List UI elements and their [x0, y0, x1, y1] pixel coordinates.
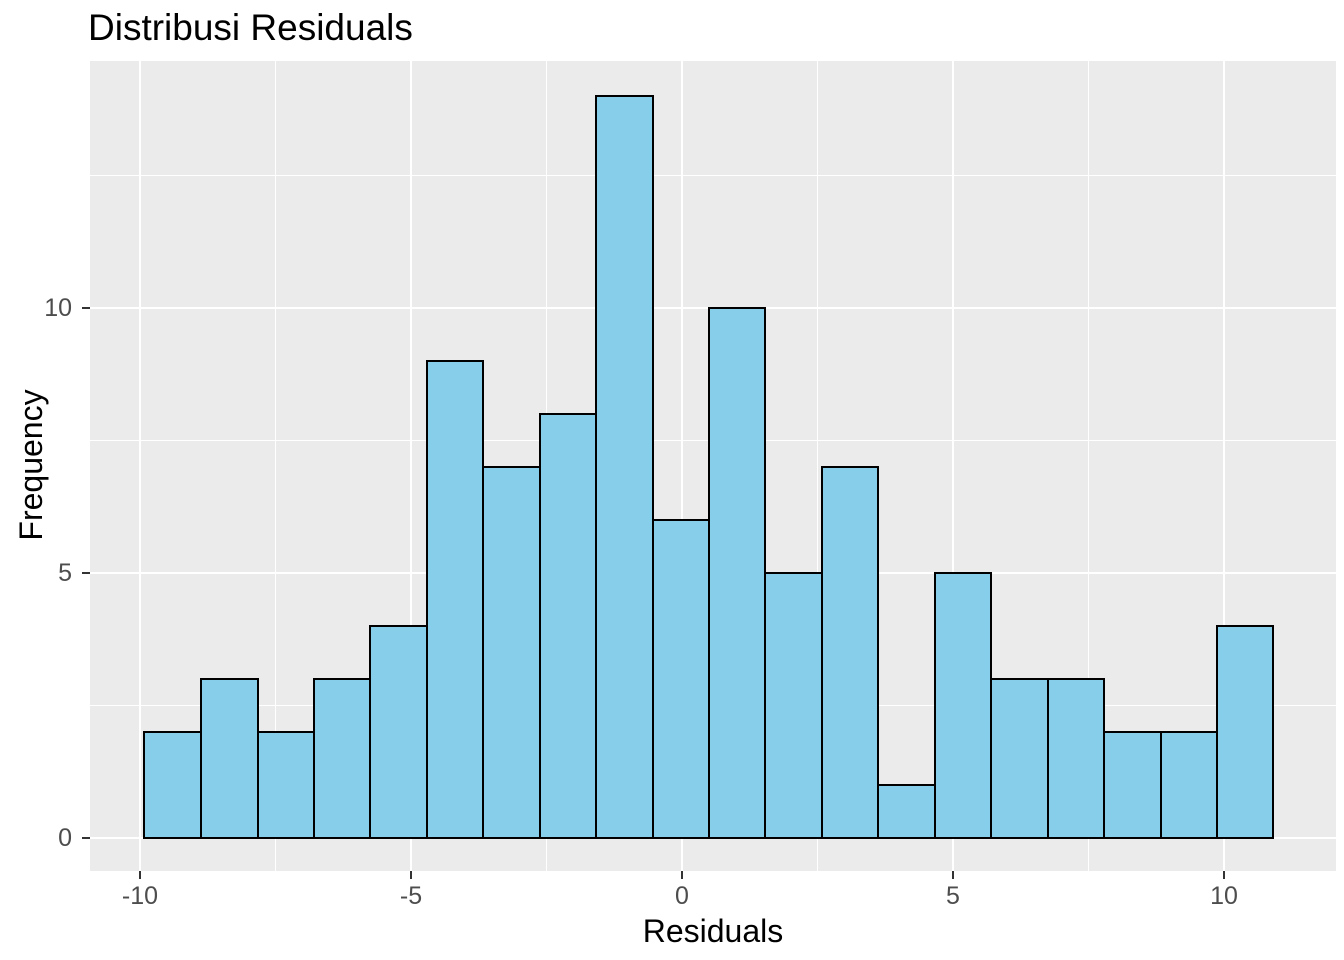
histogram-bar [482, 466, 541, 839]
chart-title: Distribusi Residuals [88, 7, 413, 48]
gridline-minor-vertical [275, 61, 276, 871]
x-tick-label: -5 [399, 882, 423, 910]
gridline-major-vertical [1223, 61, 1225, 871]
gridline-major-vertical [410, 61, 412, 871]
x-axis-tick [410, 871, 412, 879]
histogram-bar [595, 95, 654, 839]
gridline-major-vertical [139, 61, 141, 871]
histogram-bar [256, 731, 315, 839]
histogram-bar [1046, 678, 1106, 839]
x-tick-label: 0 [675, 882, 689, 910]
histogram-bar [1159, 731, 1218, 839]
gridline-minor-horizontal [90, 175, 1336, 176]
x-axis-tick [1223, 871, 1225, 879]
gridline-major-vertical [952, 61, 954, 871]
gridline-minor-vertical [817, 61, 818, 871]
x-axis-tick [681, 871, 683, 879]
y-axis-tick [82, 572, 90, 574]
histogram-bar [1103, 731, 1162, 839]
histogram-bar [425, 360, 485, 839]
histogram-bar [538, 413, 598, 839]
gridline-minor-vertical [1088, 61, 1089, 871]
x-tick-label: -10 [121, 882, 159, 910]
histogram-bar [708, 307, 767, 839]
histogram-bar [200, 678, 259, 839]
histogram-bar [651, 519, 711, 839]
plot-panel [90, 61, 1336, 871]
x-axis-tick [139, 871, 141, 879]
y-axis-tick [82, 837, 90, 839]
histogram-bar [990, 678, 1049, 839]
gridline-major-vertical [681, 61, 683, 871]
x-tick-label: 5 [946, 882, 960, 910]
histogram-bar [877, 784, 937, 839]
x-axis-title: Residuals [642, 913, 784, 949]
histogram-bar [764, 572, 823, 839]
y-axis-tick [82, 307, 90, 309]
x-axis-tick [952, 871, 954, 879]
histogram-bar [1215, 625, 1275, 839]
histogram-bar [369, 625, 428, 839]
histogram-bar [820, 466, 880, 839]
x-tick-label: 10 [1210, 882, 1238, 910]
histogram-bar [934, 572, 993, 839]
y-tick-label: 5 [58, 559, 72, 587]
histogram-bar [312, 678, 372, 839]
histogram-bar [143, 731, 203, 839]
y-tick-label: 0 [58, 824, 72, 852]
y-tick-label: 10 [44, 294, 72, 322]
